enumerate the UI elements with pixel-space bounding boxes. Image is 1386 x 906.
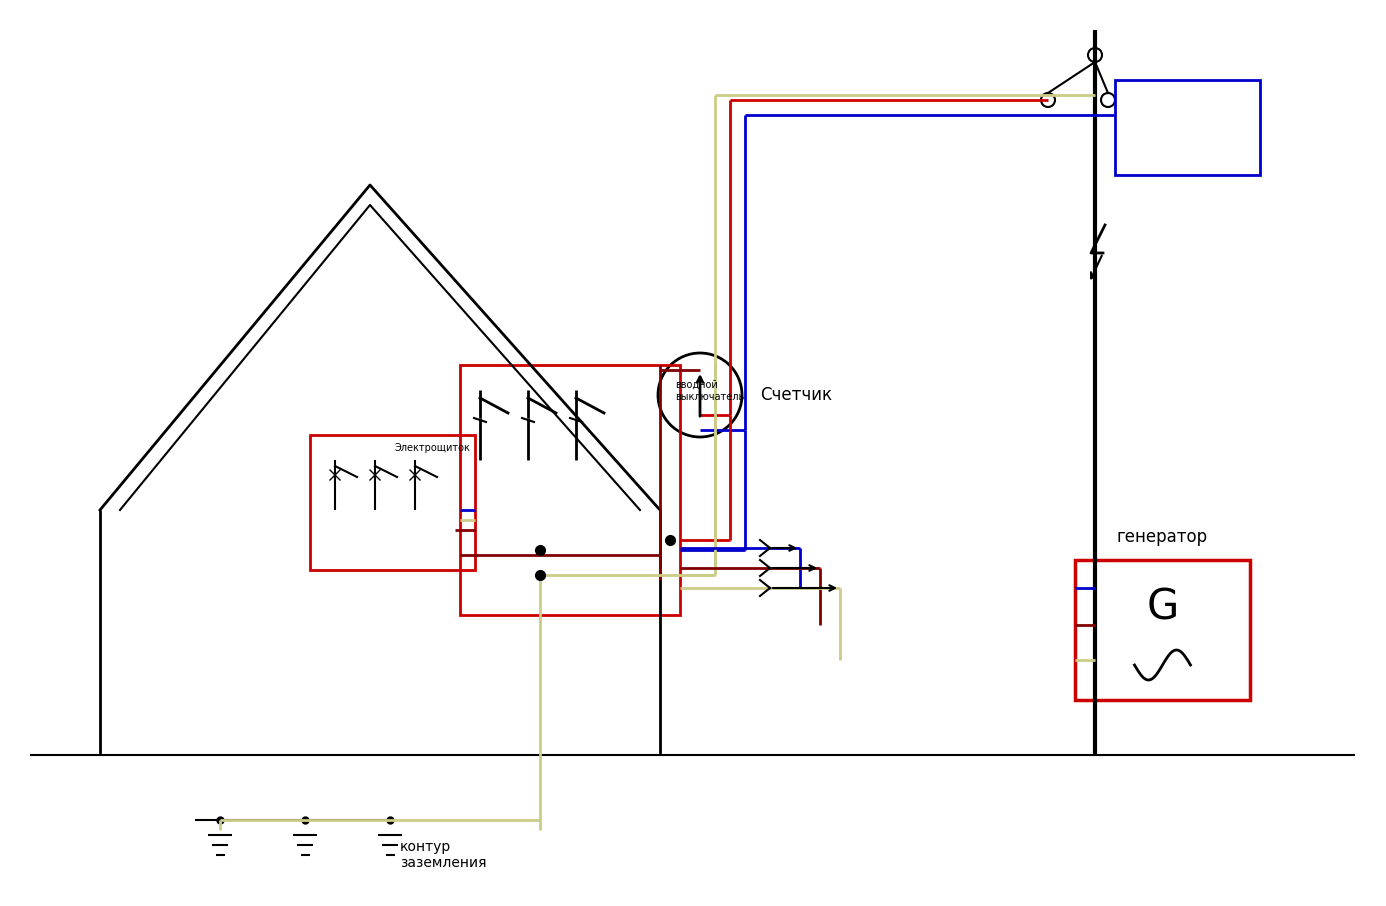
Bar (1114, 80, 1260, 175)
Bar (310, 435, 475, 570)
Text: генератор: генератор (1117, 528, 1209, 546)
Text: Счетчик: Счетчик (760, 386, 832, 404)
Text: Электрощиток: Электрощиток (394, 443, 470, 453)
Text: контур
заземления: контур заземления (401, 840, 486, 870)
Bar (460, 365, 681, 615)
Text: вводной
выключатель: вводной выключатель (675, 380, 744, 401)
Text: G: G (1146, 587, 1178, 629)
Bar (1076, 560, 1250, 700)
